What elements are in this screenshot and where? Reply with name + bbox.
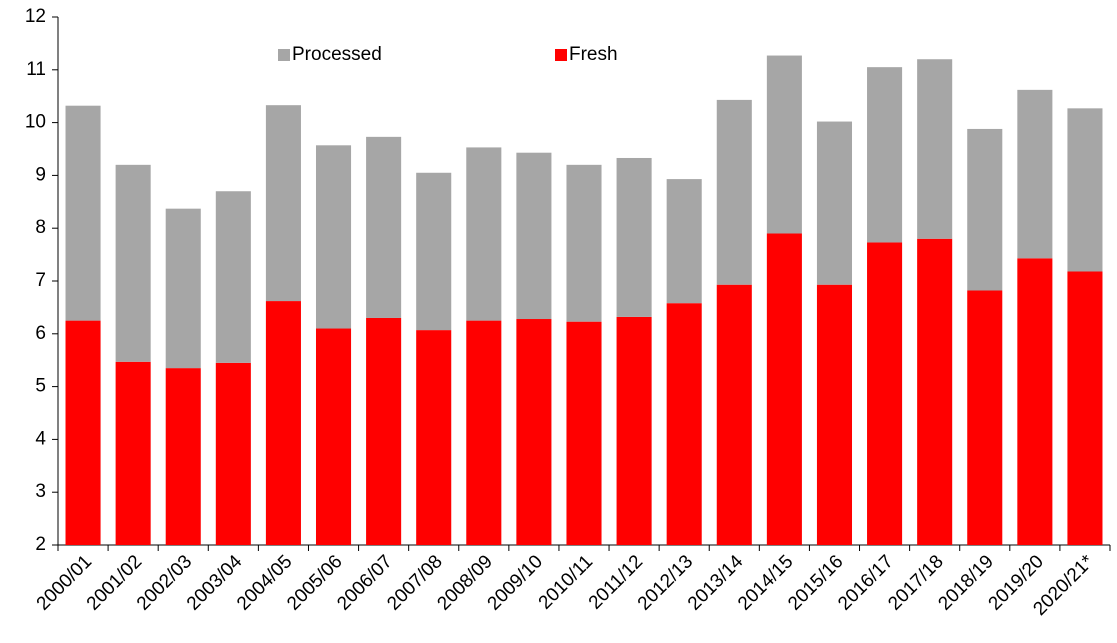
bar-segment [716, 99, 752, 285]
bar-segment [666, 303, 702, 545]
bar-segment [666, 179, 702, 304]
bar-segment [65, 105, 101, 321]
bar-segment [566, 164, 602, 322]
y-tick-label: 8 [35, 217, 46, 238]
x-tick-label: 2004/05 [233, 551, 296, 614]
y-tick-label: 9 [35, 164, 46, 185]
bar-segment [416, 330, 452, 545]
bar-segment [1067, 108, 1103, 272]
y-tick-label: 7 [35, 270, 46, 291]
bar-segment [816, 121, 853, 285]
bar-segment [616, 157, 652, 317]
bar-segment [616, 316, 652, 545]
bar-segment [115, 361, 151, 545]
x-tick-label: 2001/02 [83, 551, 146, 614]
bar-segment [165, 368, 201, 545]
x-tick-label: 2008/09 [433, 551, 496, 614]
x-tick-label: 2002/03 [133, 551, 196, 614]
legend-label: Fresh [569, 44, 618, 65]
bar-segment [1067, 271, 1103, 545]
x-tick-label: 2014/15 [734, 551, 797, 614]
x-tick-label: 2010/11 [535, 551, 597, 613]
bar-segment [215, 191, 251, 363]
bar-segment [867, 67, 903, 243]
bar-segment [716, 284, 752, 545]
y-tick-label: 5 [35, 376, 46, 397]
bar-segment [766, 55, 802, 234]
x-tick-label: 2000/01 [33, 551, 96, 614]
bar-segment [115, 164, 151, 362]
legend-swatch [278, 49, 290, 61]
bar-segment [466, 320, 502, 545]
bar-segment [416, 172, 452, 331]
bar-segment [315, 145, 352, 329]
bar-segment [516, 319, 552, 545]
bar-segment [766, 233, 802, 546]
bar-segment [265, 105, 301, 302]
y-tick-label: 11 [26, 59, 46, 80]
bar-segment [466, 147, 502, 321]
bar-segment [1017, 258, 1053, 545]
bar-segment [917, 59, 953, 239]
y-tick-label: 12 [25, 6, 46, 27]
bar-segment [265, 301, 301, 545]
x-tick-label: 2015/16 [784, 551, 847, 614]
bar-segment [65, 320, 101, 545]
legend-label: Processed [292, 44, 382, 65]
bar-segment [917, 238, 953, 545]
y-tick-label: 3 [35, 481, 46, 502]
bar-segment [516, 152, 552, 320]
bar-segment [315, 328, 352, 545]
x-tick-label: 2009/10 [484, 551, 547, 614]
bar-segment [366, 136, 402, 318]
bar-segment [165, 208, 201, 369]
bar-segment [215, 362, 251, 545]
bar-segment [366, 317, 402, 545]
x-tick-label: 2017/18 [884, 551, 947, 614]
x-tick-label: 2007/08 [383, 551, 446, 614]
x-tick-label: 2012/13 [634, 551, 697, 614]
bar-segment [967, 128, 1003, 291]
y-tick-label: 2 [35, 534, 46, 555]
bar-segment [566, 321, 602, 545]
legend-swatch [555, 49, 567, 61]
x-tick-label: 2016/17 [834, 551, 897, 614]
x-tick-label: 2006/07 [333, 551, 396, 614]
bar-segment [967, 290, 1003, 545]
bar-segment [1017, 89, 1053, 259]
x-tick-label: 2018/19 [934, 551, 997, 614]
bar-segment [816, 284, 853, 545]
bar-segment [867, 242, 903, 545]
x-tick-label: 2005/06 [283, 551, 346, 614]
y-tick-label: 6 [35, 323, 46, 344]
y-tick-label: 4 [35, 428, 46, 449]
y-tick-label: 10 [25, 112, 46, 133]
